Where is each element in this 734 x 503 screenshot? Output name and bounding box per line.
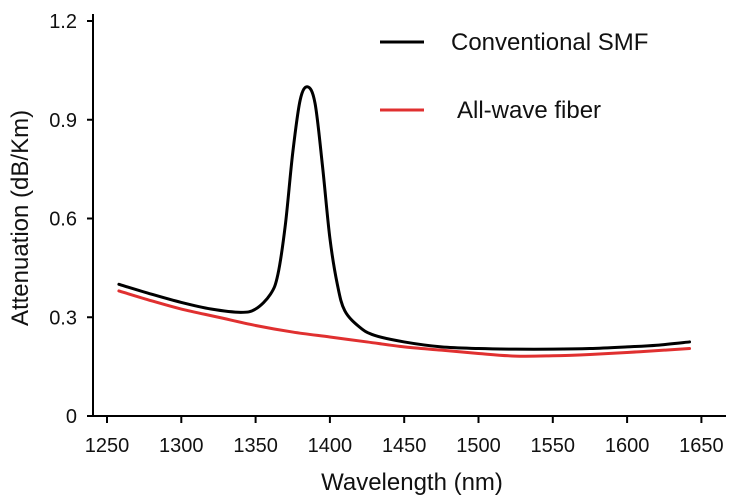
- x-tick-label: 1600: [605, 435, 650, 457]
- y-tick-label: 1.2: [49, 11, 77, 33]
- x-tick-label: 1300: [159, 435, 204, 457]
- x-tick-label: 1400: [308, 435, 353, 457]
- series-line-conventional-smf: [117, 85, 692, 351]
- x-tick-label: 1250: [85, 435, 130, 457]
- x-tick-label: 1500: [456, 435, 501, 457]
- series-line-all-wave-fiber: [117, 289, 692, 358]
- legend-label-conventional-smf: Conventional SMF: [451, 29, 648, 56]
- y-axis-title: Attenuation (dB/Km): [7, 110, 34, 326]
- y-tick-label: 0.9: [49, 110, 77, 132]
- x-tick-label: 1550: [531, 435, 576, 457]
- y-tick-label: 0.3: [49, 307, 77, 329]
- x-tick-label: 1450: [382, 435, 427, 457]
- x-axis-title: Wavelength (nm): [321, 469, 503, 496]
- legend-label-all-wave-fiber: All-wave fiber: [457, 97, 601, 124]
- x-tick-label: 1350: [233, 435, 278, 457]
- x-tick-label: 1650: [679, 435, 724, 457]
- y-tick-label: 0: [66, 406, 77, 428]
- legend: Conventional SMF All-wave fiber: [380, 29, 648, 124]
- y-tick-label: 0.6: [49, 209, 77, 231]
